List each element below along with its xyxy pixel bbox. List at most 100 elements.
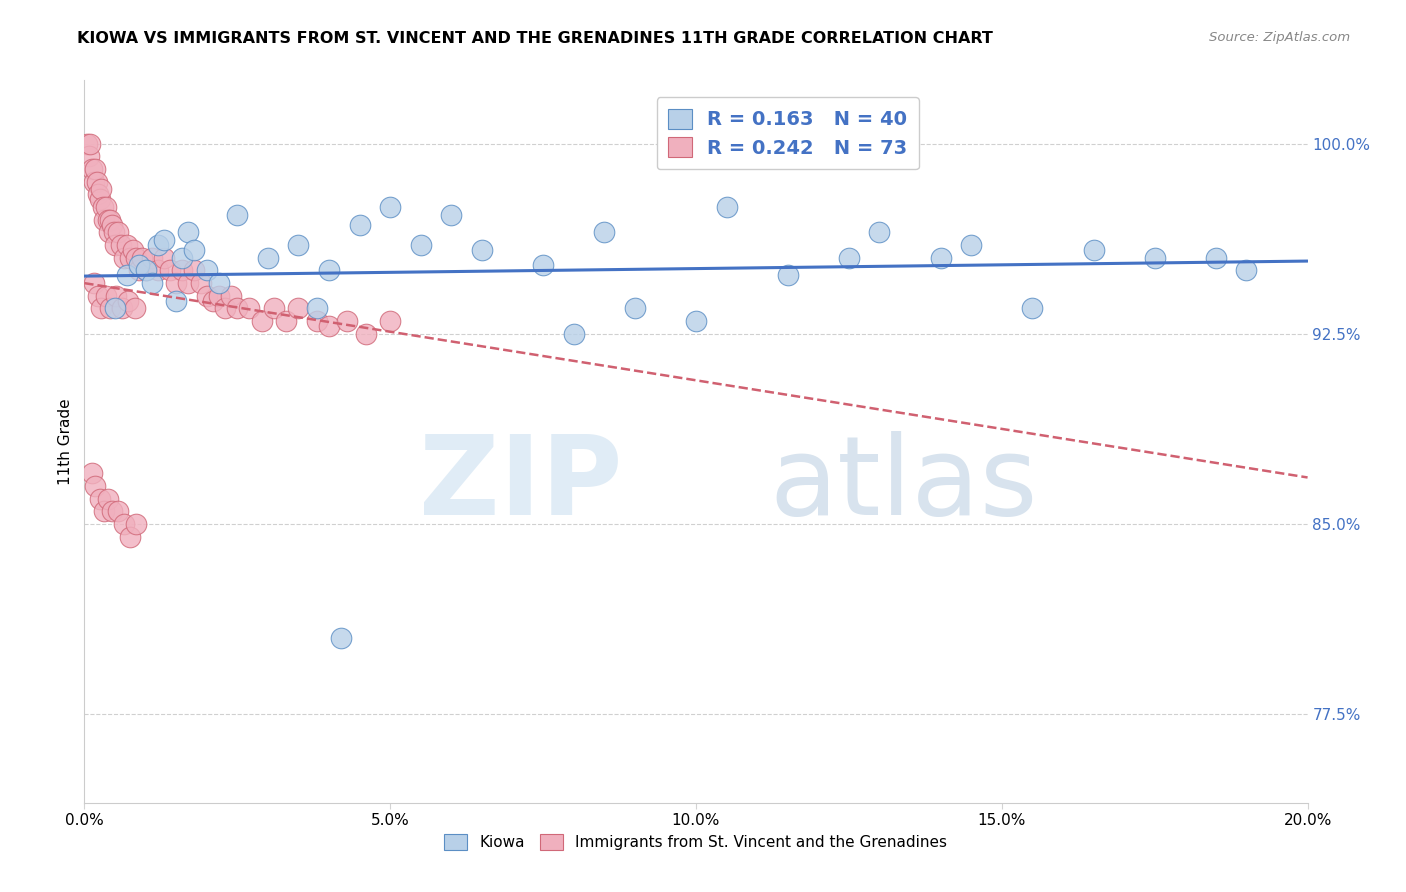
Point xyxy=(624,301,647,316)
Point xyxy=(1143,251,1166,265)
Point xyxy=(77,149,100,163)
Point xyxy=(305,314,328,328)
Point xyxy=(105,289,128,303)
Point xyxy=(838,251,860,265)
Point xyxy=(172,263,194,277)
Point xyxy=(776,268,799,283)
Text: ZIP: ZIP xyxy=(419,432,623,539)
Point xyxy=(83,276,105,290)
Point xyxy=(685,314,707,328)
Point xyxy=(1205,251,1227,265)
Point xyxy=(80,467,103,481)
Y-axis label: 11th Grade: 11th Grade xyxy=(58,398,73,485)
Point xyxy=(165,276,187,290)
Point xyxy=(124,301,146,316)
Point xyxy=(93,212,115,227)
Point xyxy=(87,289,110,303)
Point xyxy=(287,301,309,316)
Point xyxy=(83,175,105,189)
Point xyxy=(409,238,432,252)
Point xyxy=(120,530,142,544)
Point xyxy=(125,251,148,265)
Point xyxy=(349,218,371,232)
Point xyxy=(112,516,135,531)
Point xyxy=(86,175,108,189)
Point xyxy=(716,200,738,214)
Point xyxy=(141,276,163,290)
Point xyxy=(153,233,176,247)
Point xyxy=(195,289,218,303)
Point xyxy=(112,251,135,265)
Point xyxy=(107,226,129,240)
Point xyxy=(1236,263,1258,277)
Point xyxy=(330,631,353,645)
Point xyxy=(97,212,120,227)
Point xyxy=(336,314,359,328)
Point xyxy=(84,479,107,493)
Point xyxy=(593,226,616,240)
Point xyxy=(93,504,115,518)
Point xyxy=(318,263,340,277)
Point xyxy=(117,293,139,308)
Point xyxy=(146,238,169,252)
Point xyxy=(115,268,138,283)
Point xyxy=(226,208,249,222)
Point xyxy=(177,276,200,290)
Point xyxy=(305,301,328,316)
Point xyxy=(90,301,112,316)
Point xyxy=(869,226,891,240)
Point xyxy=(89,491,111,506)
Point xyxy=(76,136,98,151)
Point xyxy=(250,314,273,328)
Point xyxy=(104,301,127,316)
Point xyxy=(471,243,494,257)
Point xyxy=(190,276,212,290)
Point xyxy=(159,263,181,277)
Point xyxy=(263,301,285,316)
Point xyxy=(125,516,148,531)
Point xyxy=(153,251,176,265)
Point xyxy=(107,504,129,518)
Point xyxy=(87,187,110,202)
Point xyxy=(111,301,134,316)
Point xyxy=(183,243,205,257)
Point xyxy=(172,251,194,265)
Point xyxy=(101,504,124,518)
Point xyxy=(287,238,309,252)
Point xyxy=(146,263,169,277)
Point xyxy=(257,251,280,265)
Text: Source: ZipAtlas.com: Source: ZipAtlas.com xyxy=(1209,31,1350,45)
Point xyxy=(128,258,150,272)
Point xyxy=(208,289,231,303)
Point xyxy=(94,200,117,214)
Point xyxy=(89,193,111,207)
Point xyxy=(1083,243,1105,257)
Point xyxy=(380,200,402,214)
Point xyxy=(929,251,952,265)
Point xyxy=(208,276,231,290)
Point xyxy=(80,161,103,176)
Point xyxy=(120,251,142,265)
Point xyxy=(79,136,101,151)
Point xyxy=(90,182,112,196)
Point xyxy=(214,301,236,316)
Point xyxy=(98,212,121,227)
Point xyxy=(115,238,138,252)
Point xyxy=(135,263,157,277)
Point xyxy=(183,263,205,277)
Point xyxy=(380,314,402,328)
Point xyxy=(201,293,224,308)
Point xyxy=(195,263,218,277)
Point xyxy=(276,314,298,328)
Point xyxy=(98,301,121,316)
Text: KIOWA VS IMMIGRANTS FROM ST. VINCENT AND THE GRENADINES 11TH GRADE CORRELATION C: KIOWA VS IMMIGRANTS FROM ST. VINCENT AND… xyxy=(77,31,993,46)
Legend: Kiowa, Immigrants from St. Vincent and the Grenadines: Kiowa, Immigrants from St. Vincent and t… xyxy=(439,829,953,856)
Point xyxy=(103,226,125,240)
Point xyxy=(110,238,132,252)
Point xyxy=(354,326,377,341)
Point xyxy=(318,319,340,334)
Point xyxy=(1021,301,1043,316)
Point xyxy=(226,301,249,316)
Point xyxy=(141,251,163,265)
Point xyxy=(238,301,260,316)
